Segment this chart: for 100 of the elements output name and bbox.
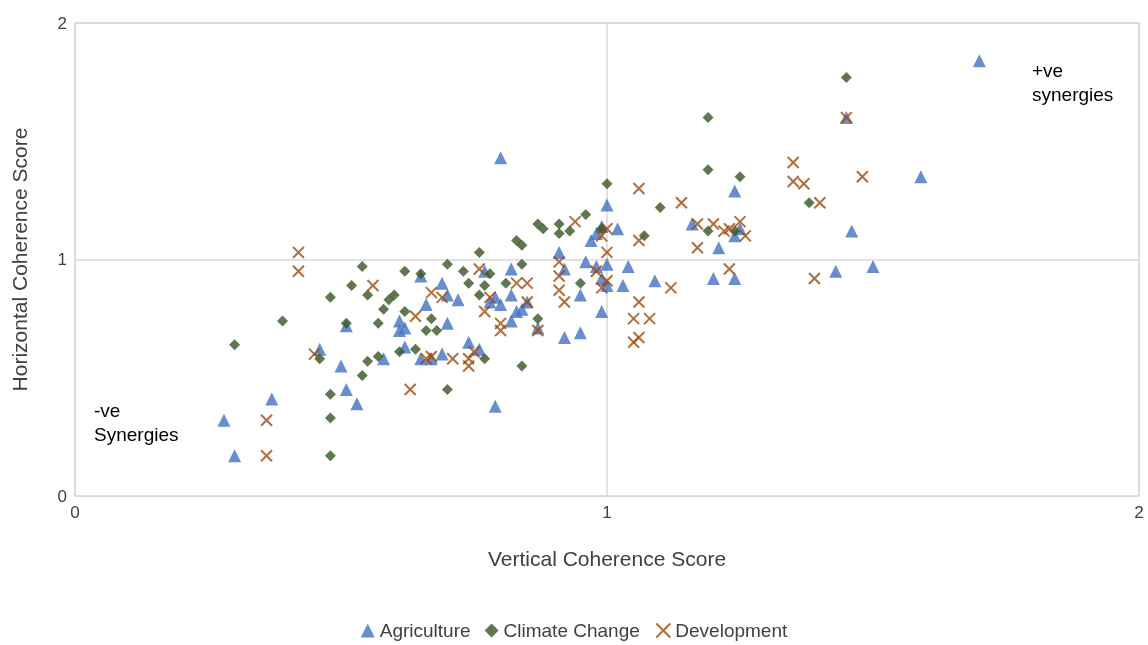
point [532,218,544,230]
point [324,291,336,303]
point [425,313,437,325]
point [632,331,646,345]
point [600,222,614,236]
point [553,227,565,239]
point [568,215,582,229]
point [532,313,544,325]
y-axis-title: Horizontal Coherence Score [8,127,31,392]
point [356,369,368,381]
point [600,245,614,259]
point [260,413,274,427]
point [632,234,646,248]
x-tick-label: 1 [602,503,612,522]
x-tick-label: 0 [70,503,80,522]
point [362,289,374,301]
point [431,324,443,336]
point [409,343,421,355]
point [643,312,657,326]
point [408,309,422,323]
point [627,335,641,349]
point [632,295,646,309]
point [479,280,491,292]
point [722,222,736,236]
point [564,225,576,237]
point [463,277,475,289]
point [291,245,305,259]
legend-label: Agriculture [379,620,471,641]
point [516,360,528,372]
point [324,412,336,424]
point [372,317,384,329]
point [813,196,827,210]
point [722,262,736,276]
point [601,178,613,190]
point [446,352,460,366]
point [690,241,704,255]
point [706,217,720,231]
point [537,223,549,235]
point [553,218,565,230]
point [702,164,714,176]
point [702,225,714,237]
point [840,71,852,83]
point [324,450,336,462]
point [520,276,534,290]
point [340,317,352,329]
point [324,388,336,400]
point [388,289,400,301]
point [717,224,731,238]
y-tick-label: 2 [57,13,67,33]
point [383,294,395,306]
point [403,383,417,397]
point [803,197,815,209]
point [574,277,586,289]
point [441,258,453,270]
point [664,281,678,295]
point [291,264,305,278]
point [580,209,592,221]
point [473,289,485,301]
point [511,235,523,247]
y-tick-label: 1 [57,250,67,269]
point [276,315,288,327]
point [516,258,528,270]
point [424,286,438,300]
point [632,182,646,196]
point [478,305,492,319]
point [473,246,485,258]
point [510,276,524,290]
point [807,271,821,285]
point [378,303,390,315]
point [589,264,603,278]
legend-label: Development [675,620,788,641]
point [399,306,411,318]
point [229,339,241,351]
point [399,265,411,277]
point [516,239,528,251]
point [627,312,641,326]
point [786,174,800,188]
point [356,261,368,273]
point [366,279,380,293]
legend-label: Climate Change [503,620,640,641]
point [786,156,800,170]
point [479,353,491,365]
point [346,280,358,292]
x-tick-label: 2 [1134,503,1144,522]
point [500,277,512,289]
point [797,177,811,191]
annotation: +ve synergies [1032,59,1114,105]
point [441,384,453,396]
annotation: -ve Synergies [94,399,179,445]
point [674,196,688,210]
point [702,112,714,124]
point [260,449,274,463]
point [557,295,571,309]
point [457,265,469,277]
y-tick-label: 0 [57,486,67,506]
point [855,170,869,184]
point [654,201,666,213]
point [734,171,746,183]
point [420,324,432,336]
point [362,355,374,367]
